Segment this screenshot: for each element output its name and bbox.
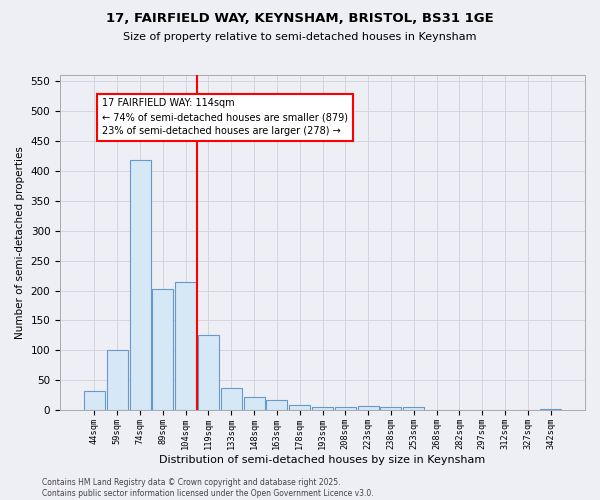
Bar <box>152 289 173 410</box>
Bar <box>358 406 379 410</box>
Bar <box>540 408 561 410</box>
X-axis label: Distribution of semi-detached houses by size in Keynsham: Distribution of semi-detached houses by … <box>160 455 485 465</box>
Text: Contains HM Land Registry data © Crown copyright and database right 2025.
Contai: Contains HM Land Registry data © Crown c… <box>42 478 374 498</box>
Bar <box>266 400 287 410</box>
Bar <box>130 160 151 410</box>
Text: 17 FAIRFIELD WAY: 114sqm
← 74% of semi-detached houses are smaller (879)
23% of : 17 FAIRFIELD WAY: 114sqm ← 74% of semi-d… <box>102 98 348 136</box>
Text: Size of property relative to semi-detached houses in Keynsham: Size of property relative to semi-detach… <box>123 32 477 42</box>
Bar <box>198 336 219 410</box>
Bar <box>312 408 333 410</box>
Bar <box>289 405 310 410</box>
Bar <box>380 406 401 410</box>
Bar <box>107 350 128 410</box>
Bar <box>335 406 356 410</box>
Y-axis label: Number of semi-detached properties: Number of semi-detached properties <box>15 146 25 339</box>
Bar <box>221 388 242 410</box>
Bar <box>84 390 105 410</box>
Bar <box>403 408 424 410</box>
Bar <box>244 396 265 410</box>
Bar <box>175 282 196 410</box>
Text: 17, FAIRFIELD WAY, KEYNSHAM, BRISTOL, BS31 1GE: 17, FAIRFIELD WAY, KEYNSHAM, BRISTOL, BS… <box>106 12 494 26</box>
